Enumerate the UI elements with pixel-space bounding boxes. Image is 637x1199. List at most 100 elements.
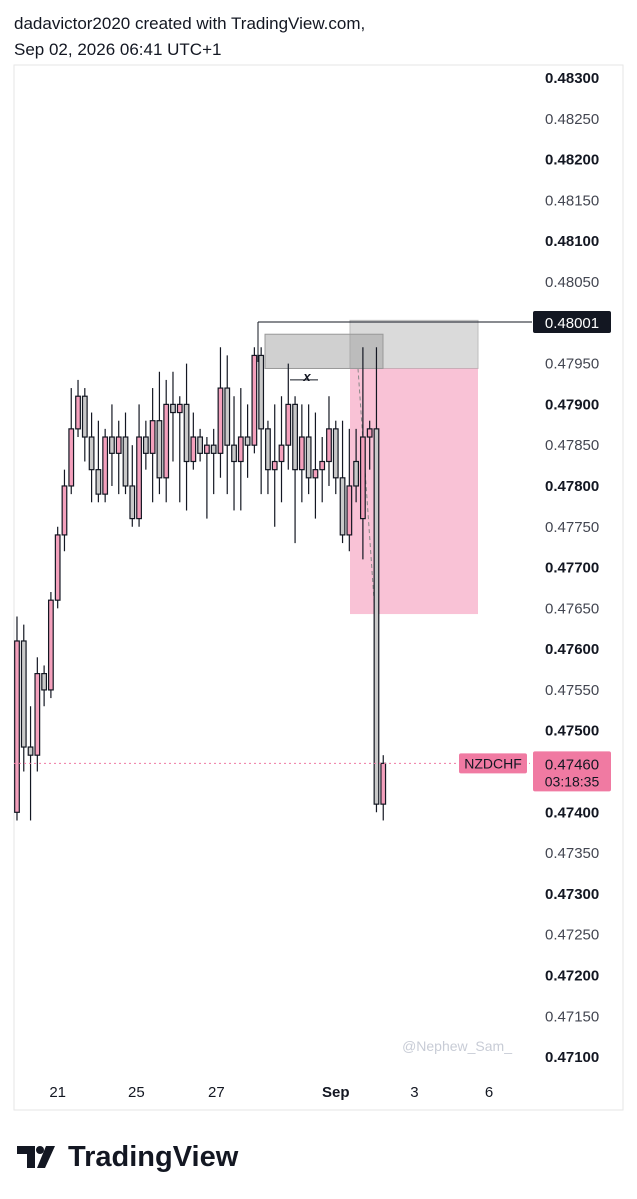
candle-body (326, 428, 332, 463)
candle-body (251, 354, 258, 446)
candle-body (237, 436, 244, 463)
header-line: dadavictor2020 created with TradingView.… (14, 14, 366, 33)
candle-body (332, 428, 339, 479)
candle-body (68, 428, 75, 487)
candle-body (34, 673, 41, 756)
header-line: Sep 02, 2026 06:41 UTC+1 (14, 40, 222, 59)
y-tick-label: 0.47500 (545, 723, 599, 740)
candle-body (366, 428, 373, 438)
y-tick-label: 0.47200 (545, 967, 599, 984)
y-tick-label: 0.47400 (545, 804, 599, 821)
target-area (350, 368, 478, 615)
candle-body (149, 420, 156, 454)
y-tick-label: 0.47850 (545, 437, 599, 454)
candle-body (14, 640, 20, 813)
tv-logo (17, 1146, 55, 1168)
candle-body (170, 403, 176, 414)
candle-body (61, 485, 68, 536)
candle-body (278, 444, 285, 463)
y-tick-label: 0.47950 (545, 356, 599, 373)
candle-body (292, 403, 298, 471)
y-tick-label: 0.48300 (545, 70, 599, 87)
position-path (357, 368, 376, 615)
x-tick-label: 3 (410, 1084, 418, 1101)
candle-body (258, 354, 265, 430)
candle-body (298, 436, 305, 471)
candle-body (81, 395, 88, 438)
countdown-label: 03:18:35 (545, 773, 600, 789)
watermark: @Nephew_Sam_ (402, 1038, 512, 1054)
candle-body (20, 640, 27, 748)
candle-body (359, 436, 366, 520)
x-tick-label: 25 (128, 1084, 145, 1101)
candle-body (41, 673, 48, 691)
y-tick-label: 0.47300 (545, 886, 599, 903)
candle-body (136, 436, 142, 520)
candle-body (88, 436, 95, 471)
candle-body (176, 403, 183, 414)
x-tick-label: 6 (485, 1084, 493, 1101)
candle-body (319, 460, 326, 471)
candle-body (271, 460, 278, 471)
candle-body (27, 746, 34, 756)
candle-body (203, 444, 210, 454)
candle-body (244, 436, 251, 446)
y-tick-label: 0.48100 (545, 233, 599, 250)
candle-body (339, 477, 346, 536)
y-tick-label: 0.47600 (545, 641, 599, 658)
candle-body (156, 420, 163, 479)
candle-body (115, 436, 122, 454)
candle-body (217, 387, 224, 454)
y-tick-label: 0.47100 (545, 1049, 599, 1066)
y-tick-label: 0.47550 (545, 682, 599, 699)
level-label-box (533, 310, 611, 333)
candle-body (210, 444, 217, 454)
candle-body (224, 387, 231, 446)
y-tick-label: 0.47800 (545, 478, 599, 495)
candle-body (47, 599, 54, 691)
x-tick-label: 27 (208, 1084, 225, 1101)
y-tick-label: 0.47650 (545, 600, 599, 617)
candle-body (373, 428, 380, 805)
y-tick-label: 0.47900 (545, 396, 599, 413)
price-box (533, 751, 611, 792)
candle-body (346, 485, 353, 536)
candle-body (102, 436, 109, 495)
chart-frame (13, 64, 624, 1111)
candle-body (142, 436, 149, 454)
y-tick-label: 0.48250 (545, 111, 599, 128)
x-tick-label: 21 (49, 1084, 66, 1101)
y-tick-label: 0.47150 (545, 1008, 599, 1025)
candle-body (265, 428, 271, 471)
candle-body (312, 469, 319, 479)
candle-body (231, 444, 237, 463)
y-tick-label: 0.48200 (545, 152, 599, 169)
candle-body (75, 395, 81, 430)
candle-body (353, 460, 360, 487)
y-tick-label: 0.47700 (545, 560, 599, 577)
y-tick-label: 0.47350 (545, 845, 599, 862)
candle-body (305, 436, 312, 479)
stop-area (349, 319, 479, 369)
y-tick-label: 0.48050 (545, 274, 599, 291)
symbol-box (459, 753, 527, 774)
candle-body (109, 436, 115, 454)
level-label: 0.48001 (545, 315, 599, 332)
x-tick-label: Sep (322, 1084, 350, 1101)
candle-body (183, 403, 190, 463)
y-tick-label: 0.47250 (545, 927, 599, 944)
brand: TradingView (68, 1141, 239, 1173)
candle-body (129, 485, 136, 520)
y-tick-label: 0.48150 (545, 192, 599, 209)
candle-body (380, 762, 387, 805)
price-label: 0.47460 (545, 756, 599, 773)
candle-body (122, 436, 129, 487)
y-tick-label: 0.47750 (545, 519, 599, 536)
candle-body (95, 469, 102, 495)
candle-body (285, 403, 292, 446)
symbol-label: NZDCHF (464, 755, 522, 771)
supply-zone (264, 333, 384, 369)
marker-label: x (302, 369, 311, 384)
